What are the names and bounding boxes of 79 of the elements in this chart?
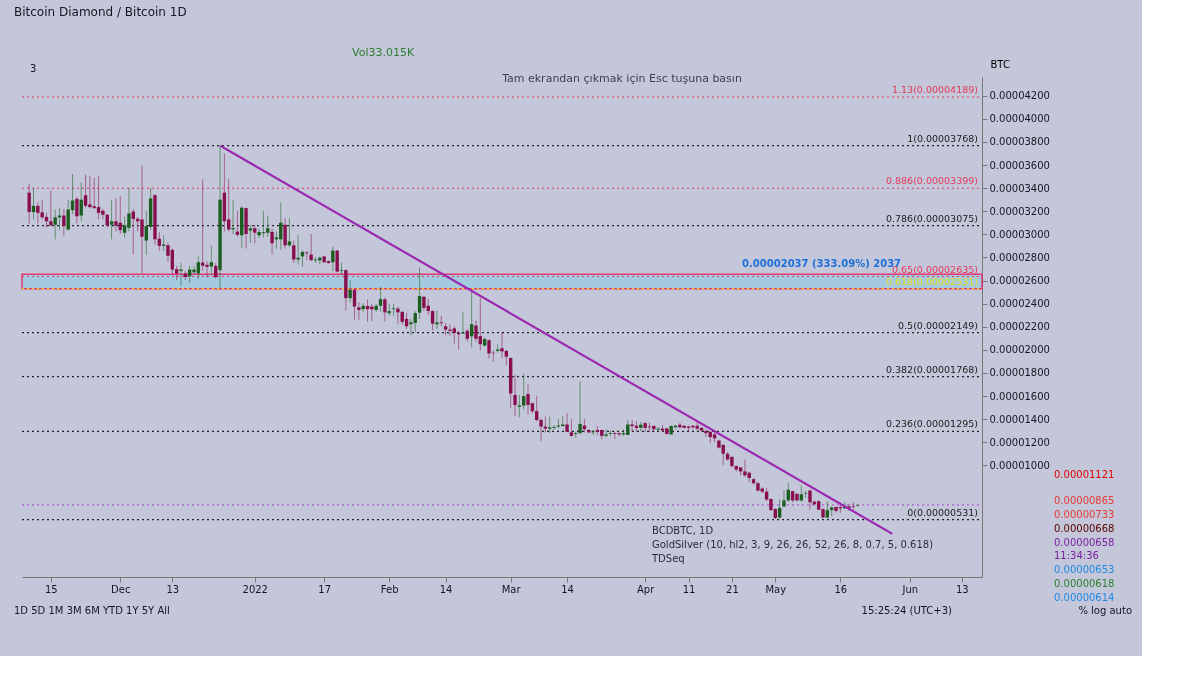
text: 0.00000614 [1054,592,1115,603]
y-tick-label: 0.00002600 [989,275,1050,287]
candlestick [101,208,105,220]
x-tick-label: 11 [682,583,696,595]
candlestick [704,428,708,438]
candlestick [656,426,660,432]
y-tick-label: 0.00004000 [989,113,1050,125]
x-tick-label: 14 [439,583,453,595]
candlestick [604,428,608,438]
text: 0.00000658 [1054,537,1115,548]
text: 3 [30,63,37,74]
candlestick [257,228,261,239]
y-tick-label: 0.00002800 [989,251,1050,263]
y-tick-label: 0.00003400 [989,182,1050,194]
x-tick-label: Apr [636,583,656,595]
ref-line-label: 0.5(0.00002149) [898,319,978,331]
annotation: Tam ekrandan çıkmak için Esc tuşuna basın [501,72,742,85]
y-tick-label: 0.00001600 [989,390,1050,402]
candlestick [851,501,856,511]
x-tick-label: Dec [111,583,131,595]
text: 0.00000865 [1054,495,1115,506]
ref-line-label: 0.786(0.00003075) [885,212,978,224]
annotation: GoldSilver (10, hl2, 3, 9, 26, 26, 52, 26, 8, 0.7, 5, 0.618) [652,539,934,550]
ref-line-label: 0.886(0.00003399) [885,175,978,187]
x-tick-label: 14 [561,583,574,595]
x-tick-label: 2022 [242,583,268,595]
ref-line-label: 0.382(0.00001768) [885,363,978,375]
ref-line-label: 1.13(0.00004189) [892,83,978,95]
candlestick [552,424,556,431]
ref-line-label: 0.236(0.00001295) [885,418,978,430]
y-tick-label: 0.00003600 [989,159,1050,171]
candlestick [743,459,747,478]
y-tick-label: 0.00001200 [989,436,1050,448]
text: 0.00000668 [1054,523,1115,534]
y-tick-label: 0.00001800 [989,367,1050,379]
x-tick-label: May [765,583,787,595]
candlestick [205,260,209,279]
text: 15:25:24 (UTC+3) [861,605,953,616]
y-axis-title: BTC [990,58,1010,70]
ref-line-label: 1(0.00003768) [907,132,978,144]
y-tick-label: 0.00004200 [989,90,1050,102]
chart-title: Bitcoin Diamond / Bitcoin 1D [14,5,187,19]
text: 0.00000733 [1054,509,1115,520]
annotation: TDSeq [651,553,685,564]
x-tick-label: 13 [166,583,180,595]
text: 0.00001121 [1054,469,1115,480]
y-tick-label: 0.00001000 [989,459,1050,471]
y-tick-label: 0.00002200 [989,321,1050,333]
text: 1D 5D 1M 3M 6M YTD 1Y 5Y All [14,605,170,616]
text: % log auto [1078,605,1132,616]
x-tick-label: Feb [380,583,399,595]
candlestick [396,306,400,325]
y-tick-label: 0.00002000 [989,344,1050,356]
candlestick [391,303,396,317]
candlestick [339,262,344,276]
x-tick-label: 13 [955,583,969,595]
x-tick-label: 17 [318,583,332,595]
candlestick [591,430,595,436]
x-tick-label: 16 [834,583,848,595]
x-tick-label: Jun [901,583,919,595]
y-tick-label: 0.00003200 [989,205,1050,217]
x-tick-label: Mar [501,583,522,595]
text: 0.00000618 [1054,578,1115,589]
ref-line-label: 0.618(0.00002531) [885,275,978,287]
y-tick-label: 0.00001400 [989,413,1050,425]
x-tick-label: 15 [44,583,58,595]
y-tick-label: 0.00002400 [989,298,1050,310]
annotation: BCDBTC, 1D [652,525,714,536]
text: Vol33.015K [352,46,415,59]
text: 0.00000653 [1054,564,1115,575]
y-tick-label: 0.00003800 [989,136,1050,148]
ref-line-label: 0(0.00000531) [907,506,978,518]
x-tick-label: 21 [726,583,739,595]
candlestick [448,323,452,337]
y-tick-label: 0.00003000 [989,228,1050,240]
candlestick [617,431,621,438]
candlestick [409,317,413,337]
candlestick [782,490,786,508]
text: 11:34:36 [1054,550,1099,561]
